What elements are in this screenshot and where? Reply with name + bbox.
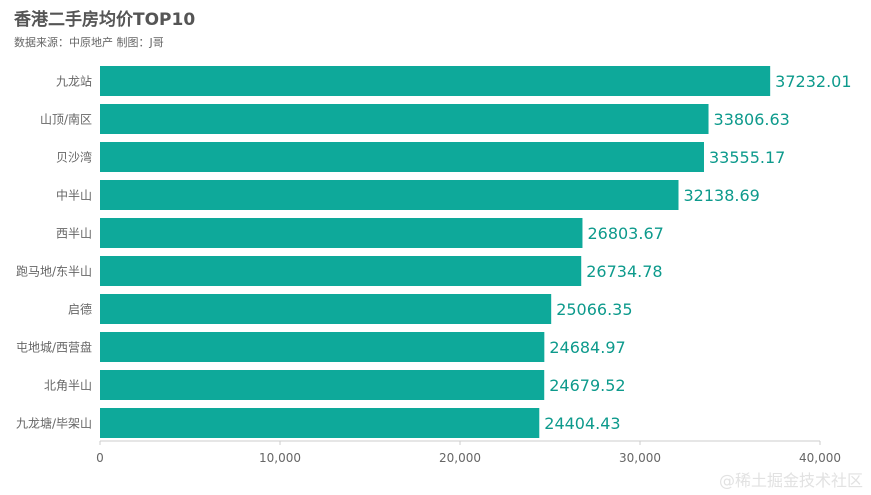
value-label: 24679.52	[549, 376, 625, 395]
x-tick-label: 10,000	[259, 451, 301, 465]
bar	[100, 370, 545, 400]
bar	[100, 332, 545, 362]
value-label: 33555.17	[709, 148, 785, 167]
x-tick-label: 20,000	[439, 451, 481, 465]
x-tick-label: 0	[96, 451, 104, 465]
category-label: 启德	[68, 302, 92, 317]
value-label: 26803.67	[587, 224, 663, 243]
value-label: 32138.69	[683, 186, 759, 205]
bar	[100, 408, 540, 438]
bar	[100, 66, 771, 96]
x-tick-label: 40,000	[799, 451, 841, 465]
bar	[100, 104, 709, 134]
value-label: 33806.63	[714, 110, 790, 129]
value-label: 24404.43	[544, 414, 620, 433]
value-label: 26734.78	[586, 262, 662, 281]
bar	[100, 218, 583, 248]
category-label: 北角半山	[44, 379, 92, 393]
value-label: 25066.35	[556, 300, 632, 319]
category-label: 九龙塘/毕架山	[16, 416, 92, 431]
bar	[100, 294, 552, 324]
category-label: 屯地城/西营盘	[16, 340, 92, 355]
category-labels-layer: 九龙站山顶/南区贝沙湾中半山西半山跑马地/东半山启德屯地城/西营盘北角半山九龙塘…	[16, 75, 92, 431]
bar	[100, 256, 582, 286]
x-tick-label: 30,000	[619, 451, 661, 465]
chart-subtitle: 数据来源：中原地产 制图：J哥	[14, 36, 164, 49]
value-label: 24684.97	[549, 338, 625, 357]
category-label: 跑马地/东半山	[16, 265, 92, 279]
category-label: 西半山	[56, 227, 92, 241]
chart-title: 香港二手房均价TOP10	[14, 10, 196, 30]
category-label: 中半山	[56, 188, 92, 203]
watermark: @稀土掘金技术社区	[718, 471, 863, 490]
bar	[100, 142, 704, 172]
bar	[100, 180, 679, 210]
x-axis: 0 10,000 20,000 30,000 40,000	[96, 440, 841, 465]
value-label: 37232.01	[775, 72, 851, 91]
category-label: 贝沙湾	[56, 150, 92, 165]
bars-layer	[100, 66, 771, 438]
value-labels-layer: 37232.01 33806.63 33555.17 32138.69 26803.67…	[544, 72, 851, 433]
category-label: 九龙站	[56, 75, 92, 89]
category-label: 山顶/南区	[40, 112, 92, 127]
